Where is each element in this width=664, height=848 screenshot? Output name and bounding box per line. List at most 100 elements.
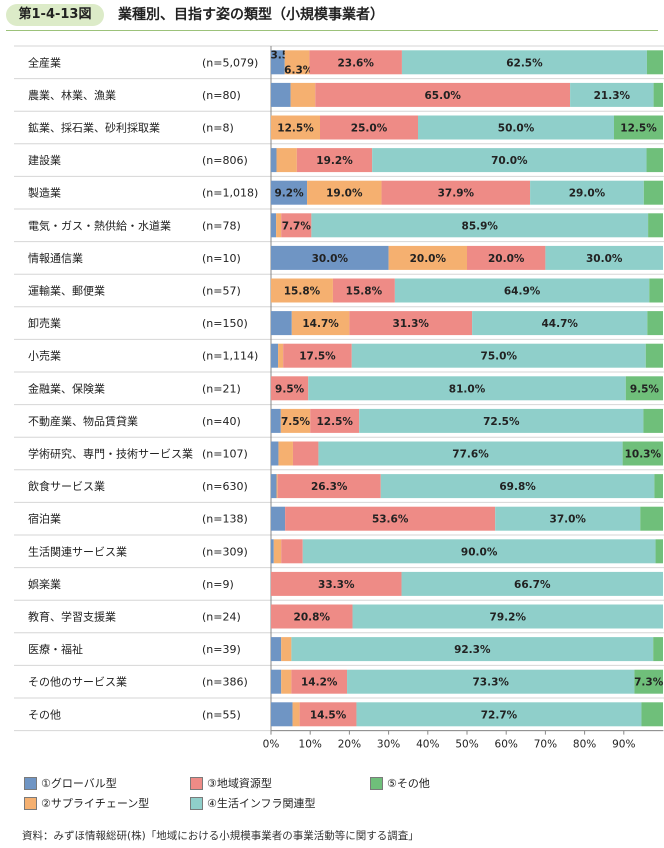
data-label: 19.0% <box>326 188 363 200</box>
legend-label-regional: ③地域資源型 <box>207 777 272 790</box>
source-note: 資料：みずほ情報総研(株)「地域における小規模事業者の事業活動等に関する調査」 <box>22 830 419 842</box>
bar-segment-other <box>614 115 663 140</box>
bar-segment-global <box>271 702 293 727</box>
bar-segment-global <box>271 180 308 205</box>
bar-segment-infra <box>351 343 646 368</box>
x-tick-label: 30% <box>377 739 400 751</box>
bar-segment-infra <box>495 506 641 531</box>
bar-segment-regional <box>309 50 402 75</box>
stacked-bar-chart: 全産業 (n=5,079) 農業、林業、漁業 (n=80) 鉱業、採石業、砂利採取業 (n… <box>14 45 664 751</box>
x-tick-label: 10% <box>299 739 322 751</box>
bar-segment-other <box>622 441 663 466</box>
bar-segment-regional <box>283 343 352 368</box>
bar-segment-other <box>648 213 663 238</box>
bar-segment-infra <box>545 245 663 270</box>
bar-segment-supply <box>307 180 382 205</box>
x-tick-label: 40% <box>416 739 439 751</box>
n-label: (n=630) <box>202 480 248 493</box>
bar-segment-supply <box>291 311 350 336</box>
data-label: 14.2% <box>301 677 338 689</box>
data-label: 23.6% <box>337 57 374 69</box>
data-label: 20.0% <box>488 253 525 265</box>
data-label: 20.8% <box>294 612 331 624</box>
bar-segment-regional <box>271 604 353 629</box>
bar-segment-global <box>271 539 274 564</box>
n-label: (n=39) <box>202 643 241 656</box>
data-label: 85.9% <box>462 220 499 232</box>
bar-segment-other <box>649 278 663 303</box>
bar-segment-regional <box>299 702 357 727</box>
data-label: 14.7% <box>302 318 339 330</box>
bar-segment-global <box>271 311 292 336</box>
n-label: (n=55) <box>202 708 241 721</box>
data-label: 72.7% <box>481 709 518 721</box>
bar-segment-regional <box>315 82 571 107</box>
data-label: 90.0% <box>461 546 498 558</box>
legend-swatch-supply <box>24 796 37 810</box>
bar-segment-regional <box>381 180 531 205</box>
data-label: 72.5% <box>483 416 520 428</box>
category-label: 情報通信業 <box>28 252 83 265</box>
bar-segment-other <box>655 539 663 564</box>
bar-segment-infra <box>472 311 648 336</box>
data-label: 44.7% <box>541 318 578 330</box>
data-label: 30.0% <box>312 253 349 265</box>
category-label: 全産業 <box>28 55 61 69</box>
figure-header: 第1-4-13図 業種別、目指す姿の類型（小規模事業者） <box>0 0 664 31</box>
x-tick-label: 0% <box>263 739 280 751</box>
bar-segment-supply <box>280 408 311 433</box>
bar-segment-infra <box>401 50 647 75</box>
x-tick-label: 90% <box>612 739 635 751</box>
bar-segment-infra <box>380 474 655 499</box>
legend-label-supply: ②サプライチェーン型 <box>41 797 150 810</box>
data-label: 69.8% <box>499 481 536 493</box>
data-label: 7.3% <box>634 677 664 689</box>
n-label: (n=309) <box>202 545 248 558</box>
bar-segment-global <box>271 408 281 433</box>
bar-segment-global <box>271 82 291 107</box>
bar-segment-supply <box>292 702 300 727</box>
legend-item-supply: ②サプライチェーン型 <box>24 795 149 811</box>
bar-segment-infra <box>372 148 647 173</box>
data-label: 30.0% <box>586 253 623 265</box>
bar-segment-supply <box>276 148 297 173</box>
bar-segment-regional <box>285 506 496 531</box>
data-label: 15.8% <box>284 286 321 298</box>
n-label: (n=138) <box>202 513 248 526</box>
data-label: 12.5% <box>277 123 314 135</box>
legend-label-infra: ④生活インフラ関連型 <box>207 797 316 810</box>
bar-segment-supply <box>271 278 333 303</box>
category-label: 不動産業、物品賃貸業 <box>28 414 138 428</box>
bar-segment-supply <box>271 115 320 140</box>
bar-segment-regional <box>281 213 312 238</box>
x-tick-label: 60% <box>495 739 518 751</box>
bar-segment-other <box>654 474 663 499</box>
bar-segment-global <box>271 50 285 75</box>
bar-segment-regional <box>310 408 360 433</box>
legend-label-global: ①グローバル型 <box>41 777 117 790</box>
category-label: 電気・ガス・熱供給・水道業 <box>28 218 171 232</box>
bar-segment-regional <box>349 311 473 336</box>
data-label: 92.3% <box>454 644 491 656</box>
bar-segment-supply <box>388 245 467 270</box>
category-label: 卸売業 <box>28 316 61 330</box>
legend-item-other: ⑤その他 <box>370 775 430 791</box>
bar-segment-other <box>647 311 663 336</box>
n-label: (n=9) <box>202 578 234 591</box>
data-label: 26.3% <box>311 481 348 493</box>
n-label: (n=10) <box>202 252 241 265</box>
bar-segment-other <box>646 50 663 75</box>
n-label: (n=40) <box>202 415 241 428</box>
data-label: 25.0% <box>351 123 388 135</box>
bar-segment-supply <box>276 213 282 238</box>
bar-segment-other <box>634 669 663 694</box>
bar-segment-infra <box>401 571 663 596</box>
bar-segment-infra <box>570 82 654 107</box>
x-tick-label: 50% <box>455 739 478 751</box>
bar-segment-global <box>271 245 389 270</box>
data-label: 37.0% <box>550 514 587 526</box>
bar-segment-regional <box>292 441 319 466</box>
data-label: 10.3% <box>625 449 662 461</box>
bar-segment-supply <box>284 50 310 75</box>
category-label: 農業、林業、漁業 <box>28 88 116 102</box>
